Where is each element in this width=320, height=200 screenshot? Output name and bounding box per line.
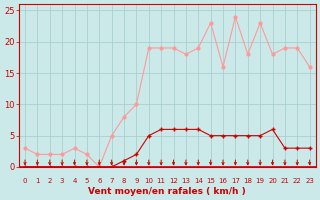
X-axis label: Vent moyen/en rafales ( km/h ): Vent moyen/en rafales ( km/h ) — [88, 187, 246, 196]
